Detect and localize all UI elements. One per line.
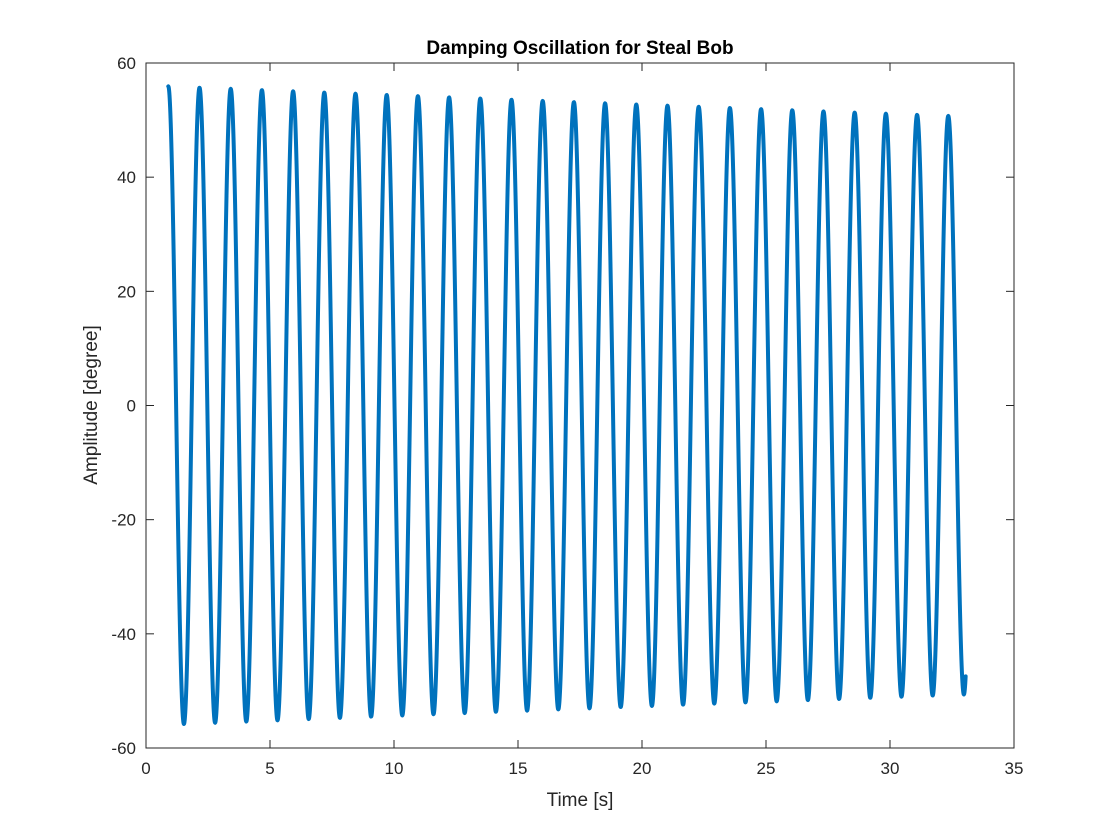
x-tick-label: 0 [141,759,150,778]
ticks-group [145,62,1015,749]
y-tick-label: 20 [117,282,136,301]
x-tick-label: 20 [633,759,652,778]
y-tick-label: -20 [111,511,136,530]
x-tick-label: 25 [757,759,776,778]
y-tick-label: 0 [127,397,136,416]
series-line-amplitude [166,84,968,726]
chart-title: Damping Oscillation for Steal Bob [426,38,733,59]
y-tick-label: 60 [117,54,136,73]
y-tick-label: -60 [111,739,136,758]
y-axis-label: Amplitude [degree] [81,325,102,485]
x-tick-label: 30 [881,759,900,778]
x-tick-label: 5 [265,759,274,778]
x-axis-label: Time [s] [547,790,614,811]
y-tick-label: 40 [117,168,136,187]
y-tick-label: -40 [111,625,136,644]
tick-labels-group: 0 5 10 15 20 25 30 35 -60 -40 -20 0 20 40 60 [111,54,1023,778]
x-tick-label: 15 [509,759,528,778]
x-tick-label: 35 [1005,759,1024,778]
x-tick-label: 10 [385,759,404,778]
